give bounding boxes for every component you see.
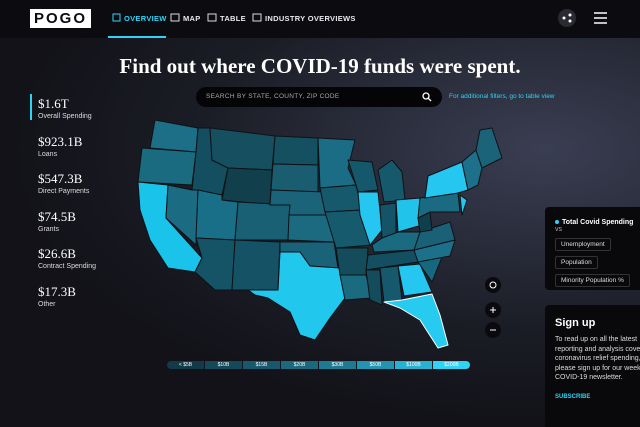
icon — [170, 13, 180, 22]
logo[interactable]: POGO — [30, 9, 92, 28]
stat: $26.6B Contract Spending — [38, 246, 96, 284]
compare-panel: Total Covid Spending vs Unemployment Popu… — [545, 207, 640, 290]
icon — [489, 281, 497, 289]
icon — [112, 13, 121, 22]
header-icons — [112, 9, 607, 27]
icon — [252, 13, 262, 22]
stat-label: Direct Payments — [38, 188, 90, 195]
option[interactable]: Unemployment — [555, 238, 611, 251]
nav-table[interactable]: TABLE — [207, 14, 246, 23]
header — [0, 0, 640, 38]
menu-button[interactable] — [594, 12, 607, 24]
stat-label: Loans — [38, 150, 58, 158]
stat-amount: $547.3B — [38, 171, 83, 186]
stat-amount: $1.6T — [38, 96, 69, 111]
nav-label: INDUSTRY OVERVIEWS — [265, 14, 356, 23]
stat-label: Contract Spending — [38, 263, 96, 270]
zoom-controls — [485, 277, 501, 338]
icon — [568, 13, 572, 17]
legend-label: $15B — [243, 361, 280, 369]
legend-label: $50B — [357, 361, 394, 369]
signup-title: Sign up — [555, 317, 596, 329]
panel-title: Total Covid Spending — [562, 219, 634, 226]
icon — [490, 307, 496, 313]
icon — [562, 16, 566, 20]
stat-amount: $74.5B — [38, 208, 76, 224]
legend: < $5B $10B $15B $20B $30B $50B $100B $200B — [167, 361, 471, 369]
signup-text: To read up on all the latest reporting a… — [555, 336, 640, 381]
stat: $547.3B Direct Payments — [38, 171, 96, 209]
headline: Find out where COVID-19 funds were spent… — [119, 54, 521, 78]
stat-amount: $26.6B — [38, 246, 76, 261]
nav-label: MAP — [183, 14, 201, 23]
stat-amount: $923.1B — [38, 133, 83, 149]
search-placeholder: SEARCH BY STATE, COUNTY, ZIP CODE — [206, 93, 340, 100]
legend-label: $20B — [281, 361, 318, 369]
icon — [207, 13, 217, 22]
search-box[interactable]: SEARCH BY STATE, COUNTY, ZIP CODE — [196, 87, 442, 107]
filters-link[interactable]: For additional filters, go to table view — [449, 93, 555, 100]
panel-title-row: Total Covid Spending vs — [555, 219, 640, 233]
nav-label: OVERVIEW — [124, 14, 167, 23]
nav-map[interactable]: MAP — [170, 14, 201, 23]
nav-overview[interactable]: OVERVIEW — [112, 14, 167, 23]
legend-label: $100B — [395, 361, 432, 369]
legend-label: < $5B — [167, 361, 204, 369]
stat: $1.6T Overall Spending — [38, 96, 96, 134]
legend-label: $200B — [433, 361, 470, 369]
stat: $74.5B Grants — [38, 209, 96, 247]
active-indicator — [30, 94, 32, 120]
stats: $1.6T Overall Spending $923.1B Loans $547.3B… — [38, 96, 96, 321]
legend-label: $30B — [319, 361, 356, 369]
stat-amount: $17.3B — [38, 283, 76, 299]
legend-label: $10B — [205, 361, 242, 369]
stat-label: Grants — [38, 225, 60, 233]
reset-button[interactable] — [485, 277, 501, 293]
active-underline — [108, 36, 166, 38]
share-button[interactable] — [558, 9, 576, 27]
stat: $17.3B Other — [38, 284, 96, 322]
search-icon — [422, 92, 432, 102]
nav-label: TABLE — [220, 14, 246, 23]
vs-label: vs — [555, 226, 562, 233]
option[interactable]: Minority Population % — [555, 274, 630, 287]
option[interactable]: Population — [555, 256, 598, 269]
stat-label: Overall Spending — [38, 113, 92, 120]
bullet — [555, 220, 559, 225]
subscribe-button[interactable]: SUBSCRIBE — [555, 393, 591, 400]
stat: $923.1B Loans — [38, 134, 96, 172]
nav-industry[interactable]: INDUSTRY OVERVIEWS — [252, 14, 356, 23]
options: Unemployment Population Minority Populatio… — [555, 233, 640, 287]
signup-panel: Sign up To read up on all the latest rep… — [545, 305, 640, 427]
stat-label: Other — [38, 300, 56, 308]
icon — [568, 19, 572, 23]
